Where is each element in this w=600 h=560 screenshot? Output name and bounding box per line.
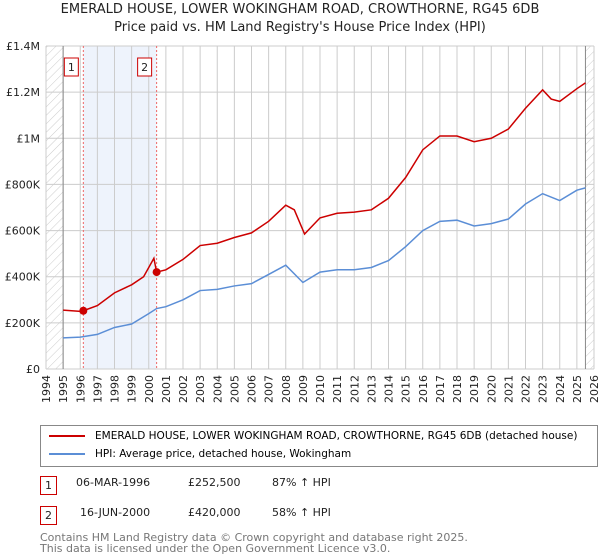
legend-red-label: EMERALD HOUSE, LOWER WOKINGHAM ROAD, CRO… [95,430,578,442]
hatched-region-left [46,46,64,369]
x-tick-label: 2026 [588,375,600,403]
x-tick-label: 2001 [160,375,173,403]
x-tick-label: 2007 [263,375,276,403]
x-tick-label: 2003 [194,375,207,403]
footer: Contains HM Land Registry data © Crown c… [40,532,468,554]
x-tick-label: 2020 [485,375,498,403]
legend-blue-swatch [49,453,85,455]
price-chart: 1994 1995 1996 1997 1998 1999 2000 2001 2002 2003… [5,40,600,403]
legend-red-swatch [49,435,85,437]
chart-subtitle: Price paid vs. HM Land Registry's House … [114,20,486,35]
x-tick-label: 2012 [348,375,361,403]
x-tick-label: 2021 [502,375,515,403]
x-tick-label: 2016 [417,375,430,403]
sale-hpi: 58% ↑ HPI [272,506,331,519]
sale-date: 06-MAR-1996 [76,476,151,489]
x-tick-label: 2013 [365,375,378,403]
x-tick-label: 2004 [211,375,224,403]
x-tick-label: 2002 [177,375,190,403]
x-tick-label: 2005 [228,375,241,403]
hatched-region-right [585,46,594,369]
x-tick-label: 1994 [40,375,53,403]
x-tick-label: 2011 [331,375,344,403]
sale-badge: 2 [40,506,57,525]
x-tick-label: 2022 [520,375,533,403]
x-tick-label: 1995 [57,375,70,403]
y-tick-label: £1.4M [6,40,40,53]
x-tick-label: 2014 [383,375,396,403]
sale-point [152,268,161,277]
footer-line-2: This data is licensed under the Open Gov… [40,542,391,555]
x-tick-label: 2008 [280,375,293,403]
x-tick-label: 1999 [126,375,139,403]
sale-badge: 1 [40,476,57,495]
series-line [63,82,586,313]
legend-blue-label: HPI: Average price, detached house, Woki… [95,448,352,460]
x-tick-label: 2023 [537,375,550,403]
x-tick-label: 2018 [451,375,464,403]
series-line [63,187,586,339]
chart-title: EMERALD HOUSE, LOWER WOKINGHAM ROAD, CRO… [60,2,540,17]
x-tick-label: 2009 [297,375,310,403]
x-tick-label: 2024 [554,375,567,403]
sale-point [79,306,88,315]
x-tick-label: 2015 [400,375,413,403]
y-tick-label: £1.2M [6,86,40,99]
ownership-shade [83,46,157,369]
footer-line-1: Contains HM Land Registry data © Crown c… [40,531,468,544]
y-tick-label: £800K [5,178,41,191]
sale-label-box [63,57,79,77]
sale-hpi: 87% ↑ HPI [272,476,331,489]
y-tick-label: £1M [17,132,41,145]
y-tick-label: £400K [5,271,41,284]
x-tick-label: 2010 [314,375,327,403]
sale-price: £420,000 [188,506,241,519]
sale-label: 1 [68,61,75,74]
x-tick-label: 1996 [74,375,87,403]
x-tick-label: 1998 [109,375,122,403]
x-tick-label: 2025 [571,375,584,403]
sale-date: 16-JUN-2000 [80,506,151,519]
x-tick-label: 2000 [143,375,156,403]
legend: EMERALD HOUSE, LOWER WOKINGHAM ROAD, CRO… [40,425,598,467]
y-tick-label: £200K [5,317,41,330]
x-tick-label: 2017 [434,375,447,403]
x-tick-label: 2019 [468,375,481,403]
x-tick-label: 2006 [246,375,259,403]
y-tick-label: £600K [5,225,41,238]
x-tick-label: 1997 [91,375,104,403]
y-tick-label: £0 [26,363,40,376]
sale-label-box [137,57,153,77]
sale-label: 2 [141,61,148,74]
sale-price: £252,500 [188,476,241,489]
